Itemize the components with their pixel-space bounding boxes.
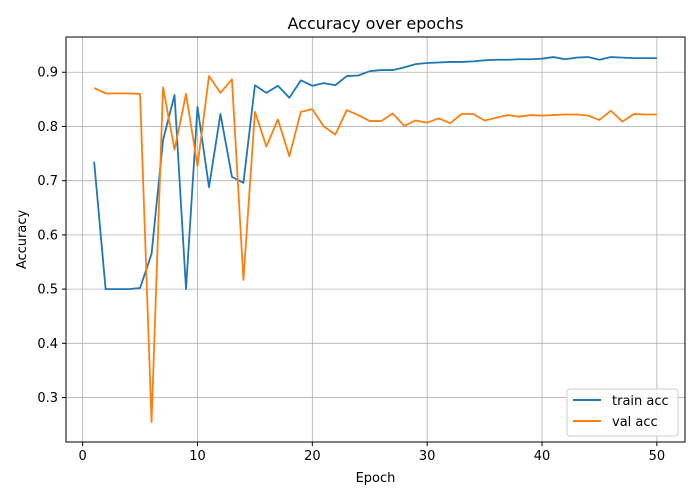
- y-tick-label: 0.4: [37, 337, 58, 352]
- x-tick-label: 10: [189, 449, 206, 464]
- x-tick-label: 40: [534, 449, 551, 464]
- x-axis-ticks: 0 10 20 30 40 50: [79, 442, 666, 464]
- legend-label-val-acc: val acc: [612, 415, 658, 430]
- y-tick-label: 0.7: [37, 174, 58, 189]
- x-tick-label: 30: [419, 449, 436, 464]
- series-layer: [93, 56, 657, 423]
- x-tick-label: 0: [79, 449, 87, 464]
- y-axis-ticks: 0.3 0.4 0.5 0.6 0.7 0.8 0.9: [37, 66, 66, 406]
- y-axis-label: Accuracy: [15, 210, 30, 270]
- chart-title: Accuracy over epochs: [288, 14, 464, 33]
- grid-lines: [66, 37, 685, 442]
- series-line-train-acc: [93, 56, 657, 291]
- y-tick-label: 0.9: [37, 66, 58, 81]
- x-axis-label: Epoch: [356, 471, 396, 486]
- legend-label-train-acc: train acc: [612, 394, 669, 409]
- x-tick-label: 50: [649, 449, 666, 464]
- y-tick-label: 0.5: [37, 283, 58, 298]
- plot-frame: [65, 36, 686, 443]
- series-line-val-acc: [93, 75, 657, 423]
- y-tick-label: 0.8: [37, 120, 58, 135]
- y-tick-label: 0.3: [37, 391, 58, 406]
- y-tick-label: 0.6: [37, 228, 58, 243]
- legend: train acc val acc: [566, 388, 679, 437]
- x-tick-label: 20: [304, 449, 321, 464]
